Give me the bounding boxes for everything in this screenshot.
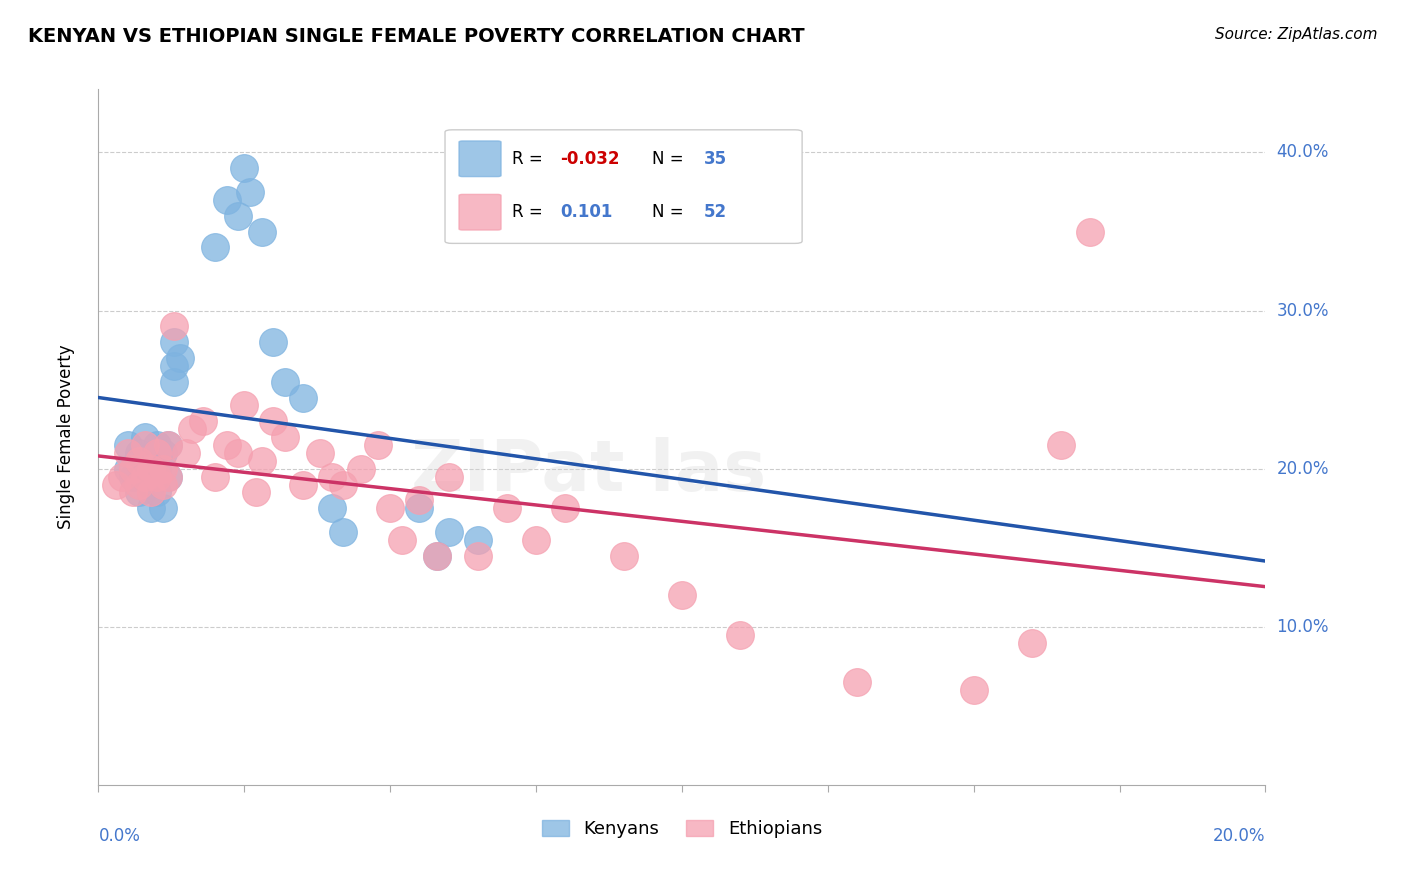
Point (157, 469, 180, 483)
Point (146, 446, 169, 460)
Point (1021, 635, 1043, 649)
Point (350, 461, 373, 475)
Point (163, 319, 186, 334)
Point (309, 446, 332, 460)
Point (408, 493, 430, 508)
Point (139, 461, 162, 475)
Point (157, 438, 180, 452)
Point (122, 461, 145, 475)
Point (163, 335, 186, 350)
Point (554, 501, 576, 516)
Point (367, 438, 389, 452)
Text: 0.0%: 0.0% (98, 827, 141, 845)
Text: 10.0%: 10.0% (1277, 618, 1329, 636)
Point (291, 477, 314, 491)
Point (846, 675, 869, 690)
Point (332, 524, 354, 539)
Point (437, 524, 460, 539)
Point (134, 469, 156, 483)
Point (128, 454, 150, 468)
Point (250, 225, 273, 239)
Point (146, 485, 169, 500)
Point (152, 446, 174, 460)
Point (163, 375, 186, 389)
Point (1050, 438, 1073, 452)
Point (139, 485, 162, 500)
Point (391, 533, 413, 547)
Point (146, 469, 169, 483)
Point (122, 469, 145, 483)
Point (274, 430, 297, 444)
Point (426, 549, 449, 563)
Point (139, 477, 162, 491)
Point (671, 588, 693, 602)
Point (332, 477, 354, 491)
Point (163, 359, 186, 373)
Point (612, 549, 634, 563)
Point (146, 461, 169, 475)
Point (180, 422, 202, 436)
Point (122, 485, 145, 500)
Point (245, 485, 267, 500)
Point (117, 461, 139, 475)
Point (730, 628, 752, 642)
Point (157, 438, 180, 452)
Point (467, 549, 489, 563)
Point (239, 185, 262, 199)
Point (204, 469, 226, 483)
Point (524, 533, 547, 547)
Point (134, 469, 156, 483)
Point (152, 477, 174, 491)
Point (496, 501, 519, 516)
Point (104, 477, 127, 491)
Y-axis label: Single Female Poverty: Single Female Poverty (56, 345, 75, 529)
Point (262, 414, 284, 428)
Point (426, 549, 449, 563)
Point (291, 391, 314, 405)
Point (321, 469, 343, 483)
Point (1080, 225, 1102, 239)
Point (134, 438, 156, 452)
Point (262, 335, 284, 350)
Point (467, 533, 489, 547)
Point (233, 161, 256, 176)
Text: Source: ZipAtlas.com: Source: ZipAtlas.com (1215, 27, 1378, 42)
Text: KENYAN VS ETHIOPIAN SINGLE FEMALE POVERTY CORRELATION CHART: KENYAN VS ETHIOPIAN SINGLE FEMALE POVERT… (28, 27, 804, 45)
Point (380, 501, 402, 516)
Point (274, 375, 297, 389)
Point (215, 193, 238, 207)
Point (215, 438, 238, 452)
Legend: Kenyans, Ethiopians: Kenyans, Ethiopians (534, 813, 830, 846)
Point (146, 438, 169, 452)
Point (152, 461, 174, 475)
Text: 20.0%: 20.0% (1277, 459, 1329, 478)
Point (250, 454, 273, 468)
Point (437, 469, 460, 483)
Point (408, 501, 430, 516)
Point (233, 399, 256, 413)
Point (169, 351, 191, 365)
Point (174, 446, 197, 460)
Text: ZIPat las: ZIPat las (411, 437, 766, 507)
Point (228, 446, 250, 460)
Point (962, 683, 984, 698)
Point (117, 438, 139, 452)
Text: 40.0%: 40.0% (1277, 144, 1329, 161)
Point (117, 446, 139, 460)
Point (228, 209, 250, 223)
Point (128, 477, 150, 491)
Point (139, 501, 162, 516)
Point (128, 446, 150, 460)
Point (134, 430, 156, 444)
Point (111, 469, 134, 483)
Point (204, 240, 226, 254)
Point (157, 469, 180, 483)
Point (193, 414, 215, 428)
Point (128, 485, 150, 500)
Point (321, 501, 343, 516)
Point (152, 501, 174, 516)
Text: 20.0%: 20.0% (1213, 827, 1265, 845)
Text: 30.0%: 30.0% (1277, 301, 1329, 319)
